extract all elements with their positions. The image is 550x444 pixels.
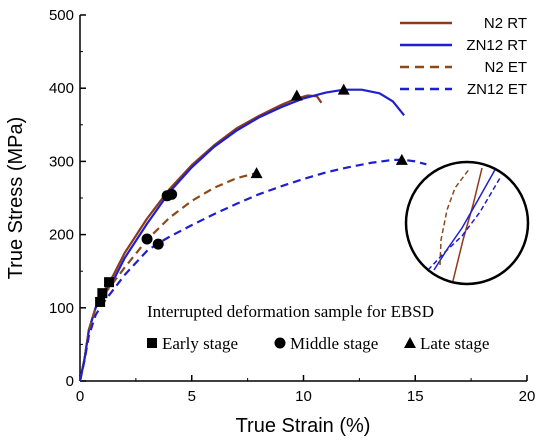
marker-legend-label-2: Late stage	[420, 334, 489, 353]
x-tick-label-2: 10	[295, 388, 312, 405]
marker-triangle-2	[337, 83, 350, 95]
legend-label-1: ZN12 RT	[466, 37, 527, 54]
inset-magnifier	[404, 160, 530, 286]
inset-line-zn12-et	[427, 177, 501, 271]
x-tick-label-3: 15	[407, 388, 424, 405]
inset-line-n2-rt	[451, 167, 483, 283]
inset-line-zn12-rt	[433, 167, 497, 271]
y-tick-label-3: 300	[49, 153, 74, 170]
x-tick-label-1: 5	[188, 388, 196, 405]
marker-circle-1	[152, 238, 164, 250]
marker-circle-3	[166, 188, 178, 200]
marker-legend: Early stage Middle stage Late stage	[147, 334, 489, 353]
marker-triangle-0	[250, 167, 263, 179]
marker-square-0	[95, 296, 106, 307]
x-tick-label-4: 20	[519, 388, 536, 405]
marker-square-2	[104, 277, 115, 288]
marker-legend-symbol-1	[274, 337, 286, 349]
x-tick-label-0: 0	[76, 388, 84, 405]
y-axis-label: True Stress (MPa)	[5, 117, 27, 280]
marker-legend-symbol-2	[404, 337, 416, 348]
inset-line-n2-et	[439, 167, 471, 266]
y-tick-label-5: 500	[49, 7, 74, 24]
marker-square-1	[97, 288, 108, 299]
y-tick-label-1: 100	[49, 300, 74, 317]
legend-label-2: N2 ET	[484, 59, 527, 76]
series-line-2	[78, 172, 257, 382]
legend-label-3: ZN12 ET	[467, 81, 527, 98]
legend: N2 RT ZN12 RT N2 ET ZN12 ET	[400, 15, 527, 98]
x-axis-label: True Strain (%)	[236, 415, 371, 437]
marker-triangle-3	[395, 153, 408, 165]
marker-circle-0	[141, 233, 153, 245]
marker-legend-label-0: Early stage	[162, 334, 238, 353]
y-tick-label-0: 0	[66, 373, 74, 390]
legend-label-0: N2 RT	[484, 15, 527, 32]
stage-markers	[95, 83, 408, 307]
series-line-3	[78, 158, 427, 382]
annotation-text: Interrupted deformation sample for EBSD	[147, 302, 434, 321]
y-tick-label-2: 200	[49, 227, 74, 244]
inset-circle	[404, 160, 530, 286]
marker-legend-label-1: Middle stage	[290, 334, 378, 353]
marker-triangle-1	[290, 89, 303, 101]
marker-legend-symbol-0	[147, 338, 157, 348]
y-tick-label-4: 400	[49, 80, 74, 97]
